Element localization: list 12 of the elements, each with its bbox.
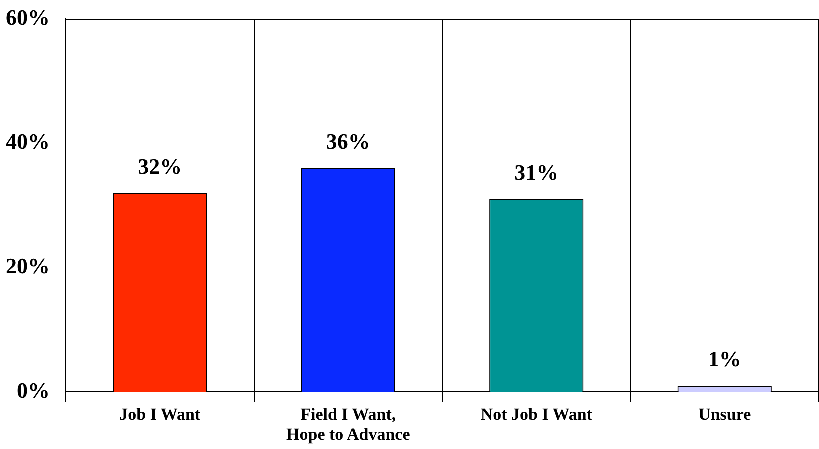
x-tick-label: Job I Want [120, 404, 201, 424]
x-tick-label: Not Job I Want [480, 404, 593, 424]
y-tick-label: 60% [6, 4, 50, 30]
data-label: 32% [138, 154, 182, 179]
data-label: 1% [708, 346, 742, 372]
x-tick-label: Unsure [698, 404, 752, 424]
y-tick-label: 20% [6, 254, 50, 279]
y-tick-label: 0% [17, 378, 50, 403]
data-label: 31% [514, 160, 559, 186]
x-tick-label: Field I Want, Hope to Advance [286, 404, 411, 444]
y-tick-label: 40% [6, 129, 50, 154]
data-label: 36% [326, 129, 370, 154]
